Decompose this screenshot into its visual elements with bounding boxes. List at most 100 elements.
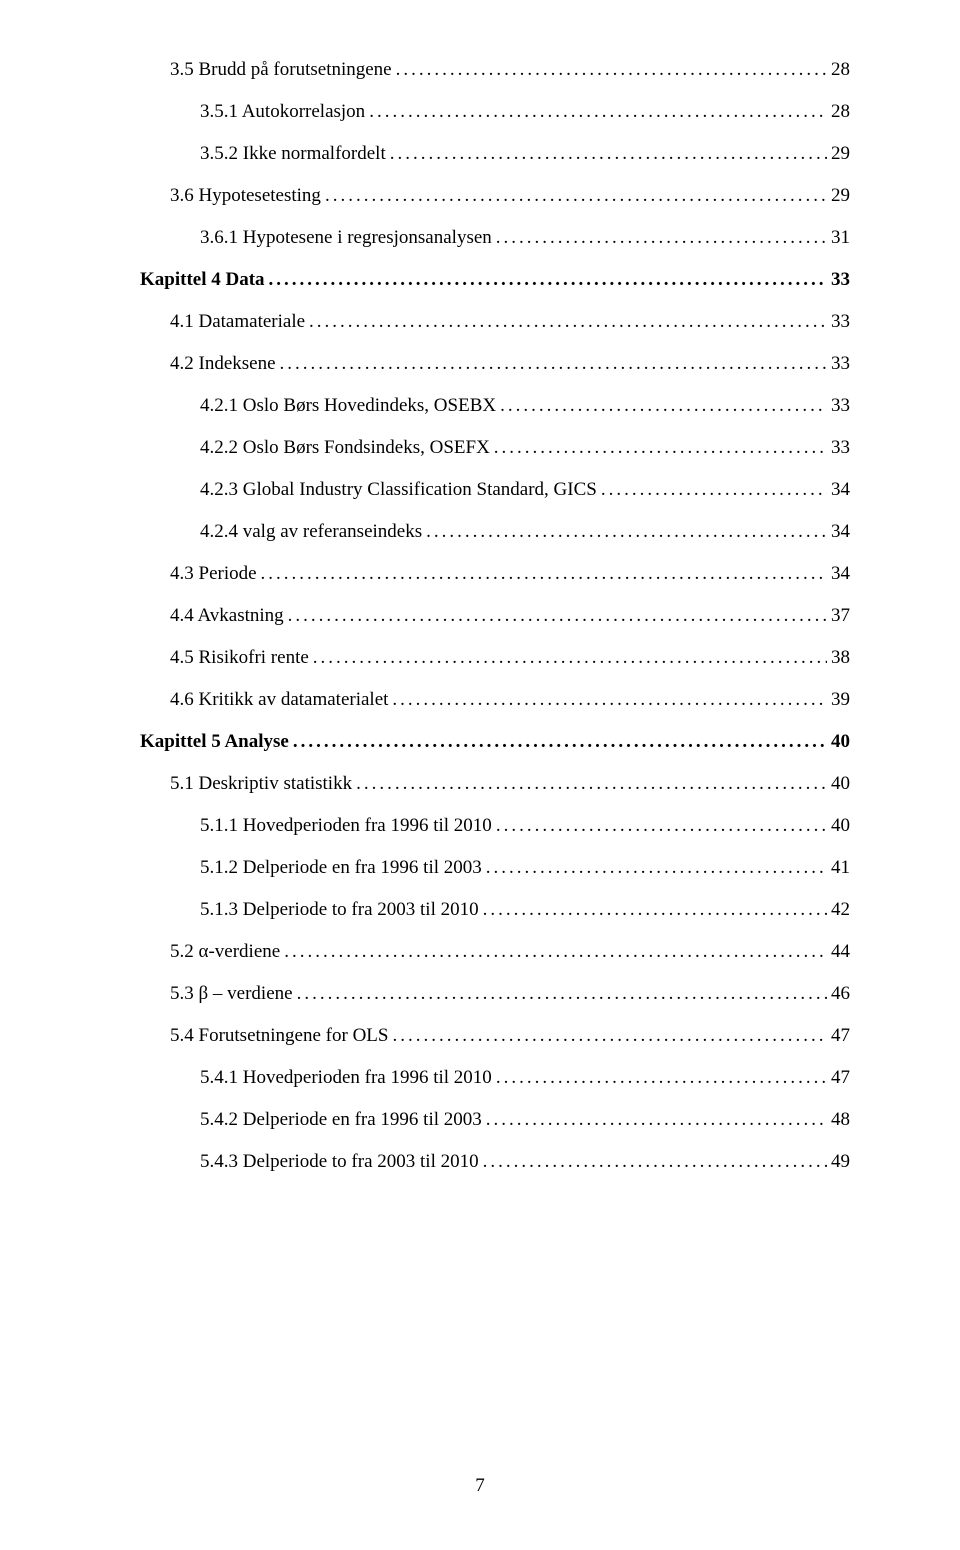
toc-entry: 4.2.4 valg av referanseindeks 34 [140,522,850,541]
toc-label: 4.1 Datamateriale [170,312,305,331]
toc-entry: 3.6.1 Hypotesene i regresjonsanalysen 31 [140,228,850,247]
toc-dots [356,774,827,793]
toc-page: 28 [831,60,850,79]
toc-entry: 5.1 Deskriptiv statistikk 40 [140,774,850,793]
toc-dots [280,354,827,373]
toc-page: 31 [831,228,850,247]
toc-dots [313,648,827,667]
toc-dots [426,522,827,541]
toc-page: 28 [831,102,850,121]
toc-label: Kapittel 4 Data [140,270,265,289]
toc-label: 4.3 Periode [170,564,257,583]
toc-page: 33 [831,438,850,457]
toc-dots [494,438,827,457]
toc-page: 41 [831,858,850,877]
toc-dots [483,1152,827,1171]
toc-dots [601,480,827,499]
toc-entry: 3.5 Brudd på forutsetningene 28 [140,60,850,79]
toc-label: 5.4.3 Delperiode to fra 2003 til 2010 [200,1152,479,1171]
toc-dots [392,690,827,709]
toc-page: 37 [831,606,850,625]
toc-page: 44 [831,942,850,961]
toc-dots [500,396,827,415]
toc-page: 33 [831,354,850,373]
toc-label: 4.2.4 valg av referanseindeks [200,522,422,541]
toc-label: 3.5 Brudd på forutsetningene [170,60,392,79]
toc-dots [496,816,827,835]
toc-entry: 4.6 Kritikk av datamaterialet 39 [140,690,850,709]
toc-dots [486,1110,827,1129]
toc-entry: 5.1.1 Hovedperioden fra 1996 til 2010 40 [140,816,850,835]
toc-dots [325,186,827,205]
toc-entry: 5.4.1 Hovedperioden fra 1996 til 2010 47 [140,1068,850,1087]
toc-page: 42 [831,900,850,919]
toc-page: 33 [831,270,850,289]
page-number: 7 [0,1476,960,1495]
toc-page: 40 [831,774,850,793]
toc-label: Kapittel 5 Analyse [140,732,289,751]
toc-label: 4.2 Indeksene [170,354,276,373]
toc-label: 3.5.2 Ikke normalfordelt [200,144,386,163]
toc-entry: 3.6 Hypotesetesting 29 [140,186,850,205]
toc-dots [496,1068,827,1087]
toc-entry: 4.3 Periode 34 [140,564,850,583]
toc-entry: 5.1.3 Delperiode to fra 2003 til 201042 [140,900,850,919]
toc-page: 34 [831,480,850,499]
toc-label: 4.2.1 Oslo Børs Hovedindeks, OSEBX [200,396,496,415]
toc-label: 5.4.1 Hovedperioden fra 1996 til 2010 [200,1068,492,1087]
toc-label: 5.2 α-verdiene [170,942,280,961]
toc-label: 4.2.3 Global Industry Classification Sta… [200,480,597,499]
toc-dots [496,228,827,247]
toc-dots [369,102,827,121]
toc-entry: 5.4.2 Delperiode en fra 1996 til 2003 48 [140,1110,850,1129]
toc-label: 5.1.2 Delperiode en fra 1996 til 2003 [200,858,482,877]
toc-label: 3.6 Hypotesetesting [170,186,321,205]
toc-label: 4.6 Kritikk av datamaterialet [170,690,388,709]
toc-entry: 4.2.3 Global Industry Classification Sta… [140,480,850,499]
toc-page: 39 [831,690,850,709]
toc-page: 40 [831,816,850,835]
toc-page: 40 [831,732,850,751]
toc-entry: Kapittel 4 Data 33 [140,270,850,289]
toc-dots [309,312,827,331]
toc-label: 5.1.1 Hovedperioden fra 1996 til 2010 [200,816,492,835]
toc-page: 33 [831,312,850,331]
toc-dots [390,144,827,163]
toc-label: 5.3 β – verdiene [170,984,293,1003]
toc-entry: 5.2 α-verdiene 44 [140,942,850,961]
toc-page: 34 [831,564,850,583]
toc-entry: Kapittel 5 Analyse 40 [140,732,850,751]
table-of-contents: 3.5 Brudd på forutsetningene 28 3.5.1 Auto… [140,60,850,1171]
toc-label: 5.4.2 Delperiode en fra 1996 til 2003 [200,1110,482,1129]
toc-entry: 4.2.1 Oslo Børs Hovedindeks, OSEBX33 [140,396,850,415]
toc-page: 47 [831,1026,850,1045]
toc-label: 3.5.1 Autokorrelasjon [200,102,365,121]
toc-page: 46 [831,984,850,1003]
toc-dots [486,858,827,877]
toc-dots [396,60,827,79]
toc-entry: 3.5.2 Ikke normalfordelt29 [140,144,850,163]
toc-label: 5.4 Forutsetningene for OLS [170,1026,388,1045]
toc-entry: 5.1.2 Delperiode en fra 1996 til 2003 41 [140,858,850,877]
toc-entry: 5.4.3 Delperiode to fra 2003 til 2010 49 [140,1152,850,1171]
toc-entry: 5.3 β – verdiene 46 [140,984,850,1003]
toc-entry: 4.2.2 Oslo Børs Fondsindeks, OSEFX33 [140,438,850,457]
toc-entry: 4.2 Indeksene 33 [140,354,850,373]
toc-page: 48 [831,1110,850,1129]
toc-dots [261,564,827,583]
toc-page: 34 [831,522,850,541]
toc-page: 47 [831,1068,850,1087]
toc-entry: 5.4 Forutsetningene for OLS 47 [140,1026,850,1045]
toc-label: 4.4 Avkastning [170,606,284,625]
toc-page: 29 [831,186,850,205]
toc-dots [483,900,827,919]
toc-label: 3.6.1 Hypotesene i regresjonsanalysen [200,228,492,247]
toc-dots [297,984,827,1003]
toc-entry: 4.1 Datamateriale 33 [140,312,850,331]
toc-entry: 4.4 Avkastning 37 [140,606,850,625]
toc-label: 5.1 Deskriptiv statistikk [170,774,352,793]
toc-dots [392,1026,827,1045]
toc-label: 4.5 Risikofri rente [170,648,309,667]
toc-dots [284,942,827,961]
toc-page: 49 [831,1152,850,1171]
